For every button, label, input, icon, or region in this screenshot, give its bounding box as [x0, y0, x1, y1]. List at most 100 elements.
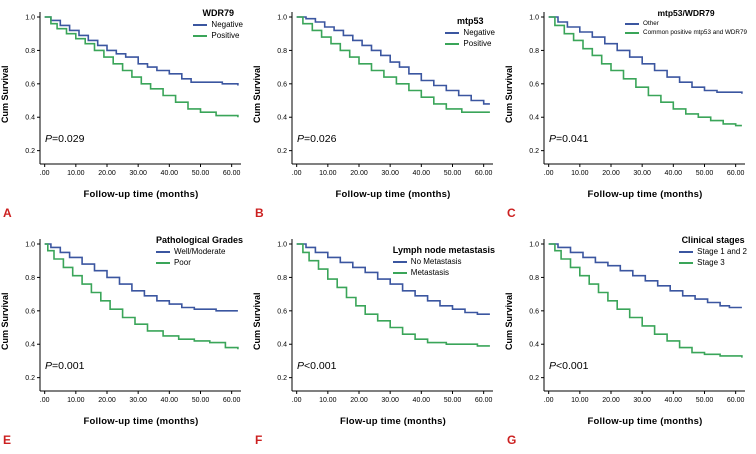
- legend-item: Stage 1 and 2: [679, 246, 747, 257]
- x-tick-label: 40.00: [665, 397, 683, 404]
- legend-item: Positive: [445, 38, 495, 49]
- legend: Clinical stages Stage 1 and 2 Stage 3: [679, 235, 747, 268]
- y-tick-label: 0.8: [25, 275, 35, 282]
- legend: Lymph node metastasis No Metastasis Meta…: [392, 245, 495, 278]
- x-tick-label: 60.00: [727, 397, 745, 404]
- km-panel: .00 10.00 20.00 30.00 40.00 50.00 60.00 0.2 0.4 0…: [0, 0, 252, 227]
- legend-label: Other: [643, 20, 659, 27]
- legend-label: Common positive mtp53 and WDR79: [643, 29, 747, 36]
- legend-item: Stage 3: [679, 257, 747, 268]
- legend-line-swatch: [193, 34, 208, 37]
- km-panel: .00 10.00 20.00 30.00 40.00 50.00 60.00 0.2 0.4 0…: [0, 227, 252, 454]
- y-tick-label: 1.0: [277, 242, 287, 249]
- survival-plot: .00 10.00 20.00 30.00 40.00 50.00 60.00 0.2 0.4 0…: [25, 12, 241, 177]
- km-curve: [548, 16, 743, 94]
- panel-letter: C: [507, 206, 516, 220]
- x-tick-label: 10.00: [67, 170, 85, 177]
- y-axis-label: Cum Survival: [252, 65, 262, 123]
- km-curve: [44, 243, 238, 312]
- y-tick-label: 0.2: [529, 148, 539, 155]
- y-tick-label: 0.4: [529, 342, 539, 349]
- y-tick-label: 0.2: [25, 148, 35, 155]
- legend-item: No Metastasis: [392, 256, 495, 267]
- x-axis-label: Follow-up time (months): [587, 416, 703, 427]
- km-curve: [44, 243, 239, 350]
- legend-title: Clinical stages: [681, 235, 745, 245]
- x-tick-label: 50.00: [192, 170, 210, 177]
- y-tick-label: 0.8: [529, 48, 539, 55]
- y-tick-label: 0.6: [25, 308, 35, 315]
- km-panel: .00 10.00 20.00 30.00 40.00 50.00 60.00 0.2 0.4 0…: [504, 0, 756, 227]
- x-tick-label: .00: [544, 170, 554, 177]
- legend-line-swatch: [193, 23, 208, 26]
- panel-letter: B: [255, 206, 264, 220]
- x-tick-label: 30.00: [381, 170, 399, 177]
- x-tick-label: 60.00: [223, 170, 241, 177]
- y-tick-label: 1.0: [25, 242, 35, 249]
- y-tick-label: 0.8: [529, 275, 539, 282]
- legend-item: Well/Moderate: [155, 246, 243, 257]
- panel-letter: F: [255, 433, 263, 447]
- legend-label: Poor: [173, 258, 191, 267]
- legend-line-swatch: [679, 250, 694, 253]
- legend-title: mtp53: [456, 16, 484, 26]
- x-tick-label: 20.00: [98, 170, 116, 177]
- y-tick-label: 0.6: [25, 81, 35, 88]
- km-curve: [296, 243, 490, 347]
- legend-line-swatch: [155, 261, 170, 264]
- y-tick-label: 0.4: [25, 342, 35, 349]
- legend-item: Poor: [155, 257, 243, 268]
- p-value: P=0.001: [45, 360, 85, 372]
- y-axis-label: Cum Survival: [0, 292, 10, 350]
- km-panel: .00 10.00 20.00 30.00 40.00 50.00 60.00 0.2 0.4 0…: [504, 227, 756, 454]
- legend-item: Negative: [193, 19, 243, 30]
- legend-title: Pathological Grades: [155, 235, 243, 245]
- x-tick-label: .00: [40, 170, 50, 177]
- x-tick-label: 40.00: [161, 170, 179, 177]
- legend-title: WDR79: [202, 8, 234, 18]
- legend-line-swatch: [625, 22, 640, 25]
- x-tick-label: 30.00: [129, 170, 147, 177]
- legend-line-swatch: [625, 31, 640, 34]
- legend-line-swatch: [445, 31, 460, 34]
- x-axis-label: Follow-up time (months): [83, 189, 199, 200]
- y-tick-label: 0.4: [529, 115, 539, 122]
- x-tick-label: .00: [40, 397, 50, 404]
- y-tick-label: 0.2: [25, 375, 35, 382]
- y-axis-label: Cum Survival: [252, 292, 262, 350]
- p-value: P=0.026: [297, 133, 337, 145]
- panel-letter: A: [3, 206, 12, 220]
- km-panel: .00 10.00 20.00 30.00 40.00 50.00 60.00 0.2 0.4 0…: [252, 227, 504, 454]
- survival-plot: .00 10.00 20.00 30.00 40.00 50.00 60.00 0.2 0.4 0…: [529, 239, 745, 404]
- km-curve: [44, 16, 239, 118]
- y-tick-label: 1.0: [277, 15, 287, 22]
- x-tick-label: 30.00: [633, 170, 651, 177]
- km-curve: [296, 243, 490, 315]
- x-tick-label: 60.00: [475, 397, 493, 404]
- legend-title: mtp53/WDR79: [657, 8, 715, 18]
- x-axis-label: Follow-up time (months): [335, 189, 451, 200]
- legend-line-swatch: [392, 271, 407, 274]
- legend-label: Metastasis: [410, 268, 450, 277]
- legend-item: Common positive mtp53 and WDR79: [625, 28, 747, 37]
- legend-line-swatch: [679, 261, 694, 264]
- y-tick-label: 1.0: [529, 242, 539, 249]
- km-panel: .00 10.00 20.00 30.00 40.00 50.00 60.00 0.2 0.4 0…: [252, 0, 504, 227]
- x-axis-label: Follow-up time (months): [587, 189, 703, 200]
- legend-line-swatch: [392, 260, 407, 263]
- y-tick-label: 1.0: [25, 15, 35, 22]
- km-curve: [296, 16, 490, 113]
- legend: mtp53/WDR79 Other Common positive mtp53 …: [625, 8, 747, 37]
- km-curve: [44, 16, 239, 86]
- y-tick-label: 0.8: [25, 48, 35, 55]
- x-tick-label: 30.00: [633, 397, 651, 404]
- p-value: P<0.001: [297, 360, 337, 372]
- x-axis-label: Flow-up time (months): [339, 416, 447, 427]
- y-tick-label: 0.6: [277, 308, 287, 315]
- x-tick-label: 10.00: [571, 397, 589, 404]
- x-tick-label: 10.00: [571, 170, 589, 177]
- y-tick-label: 0.8: [277, 48, 287, 55]
- p-value: P<0.001: [549, 360, 589, 372]
- y-tick-label: 0.2: [529, 375, 539, 382]
- y-tick-label: 0.4: [277, 115, 287, 122]
